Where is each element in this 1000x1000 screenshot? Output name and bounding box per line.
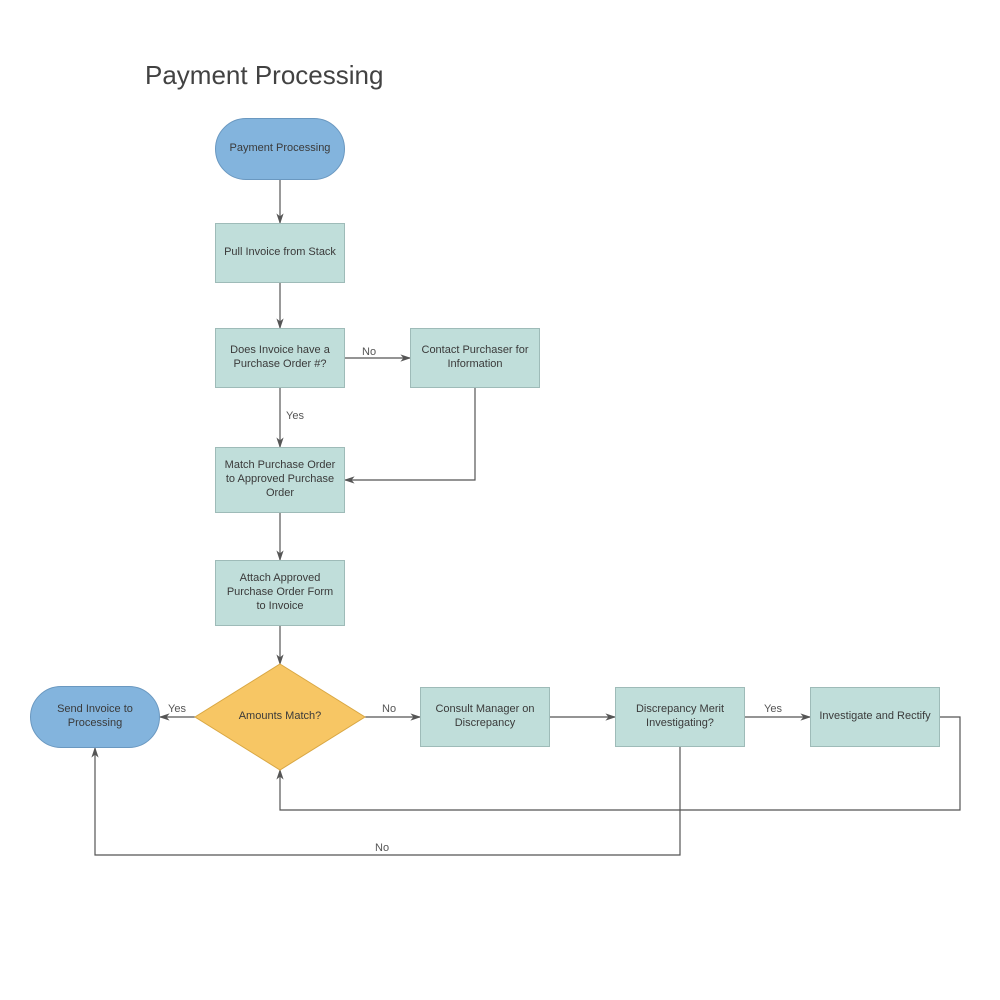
node-attach-form: Attach Approved Purchase Order Form to I…	[215, 560, 345, 626]
node-label: Amounts Match?	[239, 710, 322, 724]
node-pull-invoice: Pull Invoice from Stack	[215, 223, 345, 283]
node-has-po: Does Invoice have a Purchase Order #?	[215, 328, 345, 388]
flowchart-title: Payment Processing	[145, 60, 383, 91]
edge-label: Yes	[286, 410, 304, 422]
node-discrepancy-merit: Discrepancy Merit Investigating?	[615, 687, 745, 747]
flowchart-edges	[0, 0, 1000, 1000]
node-label: Contact Purchaser for Information	[419, 344, 531, 372]
node-send-invoice: Send Invoice to Processing	[30, 686, 160, 748]
node-investigate: Investigate and Rectify	[810, 687, 940, 747]
node-label: Investigate and Rectify	[819, 710, 930, 724]
node-contact-purchaser: Contact Purchaser for Information	[410, 328, 540, 388]
node-label: Match Purchase Order to Approved Purchas…	[224, 459, 336, 500]
edge-label: No	[382, 703, 396, 715]
node-amounts-match-label: Amounts Match?	[225, 697, 335, 737]
node-label: Send Invoice to Processing	[39, 703, 151, 731]
edge-label: Yes	[764, 703, 782, 715]
node-label: Pull Invoice from Stack	[224, 246, 336, 260]
node-start: Payment Processing	[215, 118, 345, 180]
node-label: Does Invoice have a Purchase Order #?	[224, 344, 336, 372]
node-label: Consult Manager on Discrepancy	[429, 703, 541, 731]
node-label: Payment Processing	[230, 142, 331, 156]
node-consult-manager: Consult Manager on Discrepancy	[420, 687, 550, 747]
edge-label: No	[375, 842, 389, 854]
node-label: Discrepancy Merit Investigating?	[624, 703, 736, 731]
node-label: Attach Approved Purchase Order Form to I…	[224, 572, 336, 613]
node-match-po: Match Purchase Order to Approved Purchas…	[215, 447, 345, 513]
edge-label: Yes	[168, 703, 186, 715]
edge-label: No	[362, 346, 376, 358]
